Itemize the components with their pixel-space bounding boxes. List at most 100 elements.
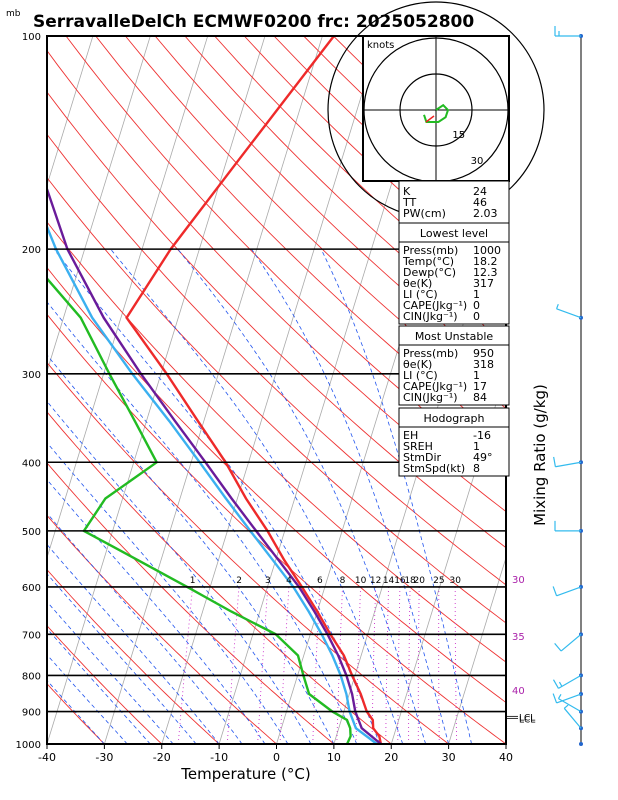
pressure-tick-label: 100 (22, 32, 41, 43)
hodograph-ring-label: 30 (471, 156, 484, 167)
wind-barb-halfflag (558, 681, 563, 687)
stats-row-label: CAPE(Jkg⁻¹) (403, 380, 467, 393)
dry-adiabat-line (47, 683, 105, 744)
mixing-ratio-label: 14 (383, 576, 395, 586)
pressure-tick-label: 900 (22, 708, 41, 719)
stats-row-value: 18.2 (473, 255, 498, 268)
stats-row-value: 1 (473, 440, 480, 453)
moist-adiabat-line (47, 573, 197, 744)
stats-row-value: 49° (473, 451, 493, 464)
x-tick-label: 10 (327, 751, 341, 764)
dry-adiabat-line (95, 36, 506, 443)
stat-value: 46 (473, 196, 487, 209)
wind-barb-halfflag (556, 303, 559, 310)
x-axis-label: Temperature (°C) (180, 765, 310, 783)
lcl-label: LCL (519, 713, 535, 723)
lcl-label: LCL (519, 715, 535, 725)
pressure-tick-label: 300 (22, 370, 41, 381)
pressure-tick-label: 600 (22, 583, 41, 594)
mixing-ratio-label: 18 (404, 576, 416, 586)
pressure-tick-label: 200 (22, 245, 41, 256)
isotherm-line (47, 36, 94, 187)
stats-row-label: StmDir (403, 451, 442, 464)
stat-value: 24 (473, 185, 487, 198)
background-grid (47, 36, 506, 744)
isotherm-line (47, 36, 151, 373)
stats-row-value: 12.3 (473, 266, 498, 279)
dry-adiabat-line (65, 36, 506, 477)
stat-value: 2.03 (473, 207, 498, 220)
stat-label: K (403, 185, 411, 198)
stats-row-label: StmSpd(kt) (403, 462, 465, 475)
moist-adiabat-line (53, 248, 381, 744)
series-line-environment-virtual (47, 223, 378, 744)
hodograph-ring-label: 15 (452, 130, 465, 141)
pressure-tick-label: 700 (22, 630, 41, 641)
stats-row-value: 8 (473, 462, 480, 475)
mixing-ratio-label: 25 (433, 576, 444, 586)
profile-lines (47, 36, 383, 744)
dry-adiabat-line (47, 411, 392, 744)
x-tick-label: -40 (38, 751, 56, 764)
isotherm-line (448, 556, 506, 744)
stat-label: TT (402, 196, 417, 209)
mixing-ratio-label: 30 (449, 576, 461, 586)
mixing-ratio-label: 4 (286, 576, 292, 586)
moist-adiabat-line (110, 248, 404, 744)
wind-barb (556, 586, 582, 597)
wind-barb-flag (552, 586, 558, 597)
stats-row-label: SREH (403, 440, 433, 453)
wind-barb-flag (552, 693, 558, 704)
mixing-ratio-label: 6 (317, 576, 323, 586)
wind-barb-halfflag (557, 693, 562, 699)
barb-station-dot (579, 742, 583, 746)
x-tick-label: 0 (273, 751, 280, 764)
wind-barb-column (552, 26, 583, 746)
wind-barb (560, 633, 582, 652)
stats-row-value: 17 (473, 380, 487, 393)
wind-barb-halfflag (563, 704, 569, 709)
storm-motion-arrow (425, 115, 435, 123)
pressure-tick-label: 400 (22, 458, 41, 469)
stats-row-value: 1 (473, 288, 480, 301)
mixing-ratio-line (257, 586, 269, 744)
dry-adiabat-line (47, 625, 163, 744)
wind-barb-flag (554, 642, 562, 652)
mixing-ratio-label: 20 (413, 576, 425, 586)
stat-label: PW(cm) (403, 207, 446, 220)
isotherm-line (161, 36, 381, 744)
series-line-parcel (47, 185, 382, 744)
moist-adiabat-line (47, 543, 220, 744)
x-tick-label: -30 (95, 751, 113, 764)
theta-e-label: 35 (512, 632, 525, 643)
x-tick-label: 20 (384, 751, 398, 764)
isotherm-line (47, 36, 266, 744)
mixing-ratio-label: 1 (190, 576, 196, 586)
stats-section-header: Lowest level (420, 227, 488, 240)
wind-barb (555, 461, 582, 468)
stats-row-value: 0 (473, 299, 480, 312)
wind-barb (556, 308, 582, 319)
dry-adiabat-line (47, 176, 506, 624)
stats-row-label: Temp(°C) (402, 255, 454, 268)
dry-adiabat-line (47, 361, 449, 744)
stats-row-label: CIN(Jkg⁻¹) (403, 310, 458, 323)
isotherm-line (47, 36, 209, 560)
mixing-ratio-label: 12 (370, 576, 381, 586)
mixing-ratio-label: 8 (340, 576, 346, 586)
wind-barb (558, 698, 582, 713)
stats-row-label: EH (403, 429, 418, 442)
stats-row-value: 0 (473, 310, 480, 323)
x-tick-label: 30 (442, 751, 456, 764)
hodograph: knots153045 (327, 1, 545, 219)
wind-barb-flag (553, 456, 556, 467)
stats-row-label: CAPE(Jkg⁻¹) (403, 299, 467, 312)
isotherm-line (104, 36, 323, 744)
stats-section-box (398, 325, 510, 406)
x-tick-label: -20 (153, 751, 171, 764)
mixing-ratio-label: 2 (236, 576, 242, 586)
pressure-tick-label: 500 (22, 527, 41, 538)
